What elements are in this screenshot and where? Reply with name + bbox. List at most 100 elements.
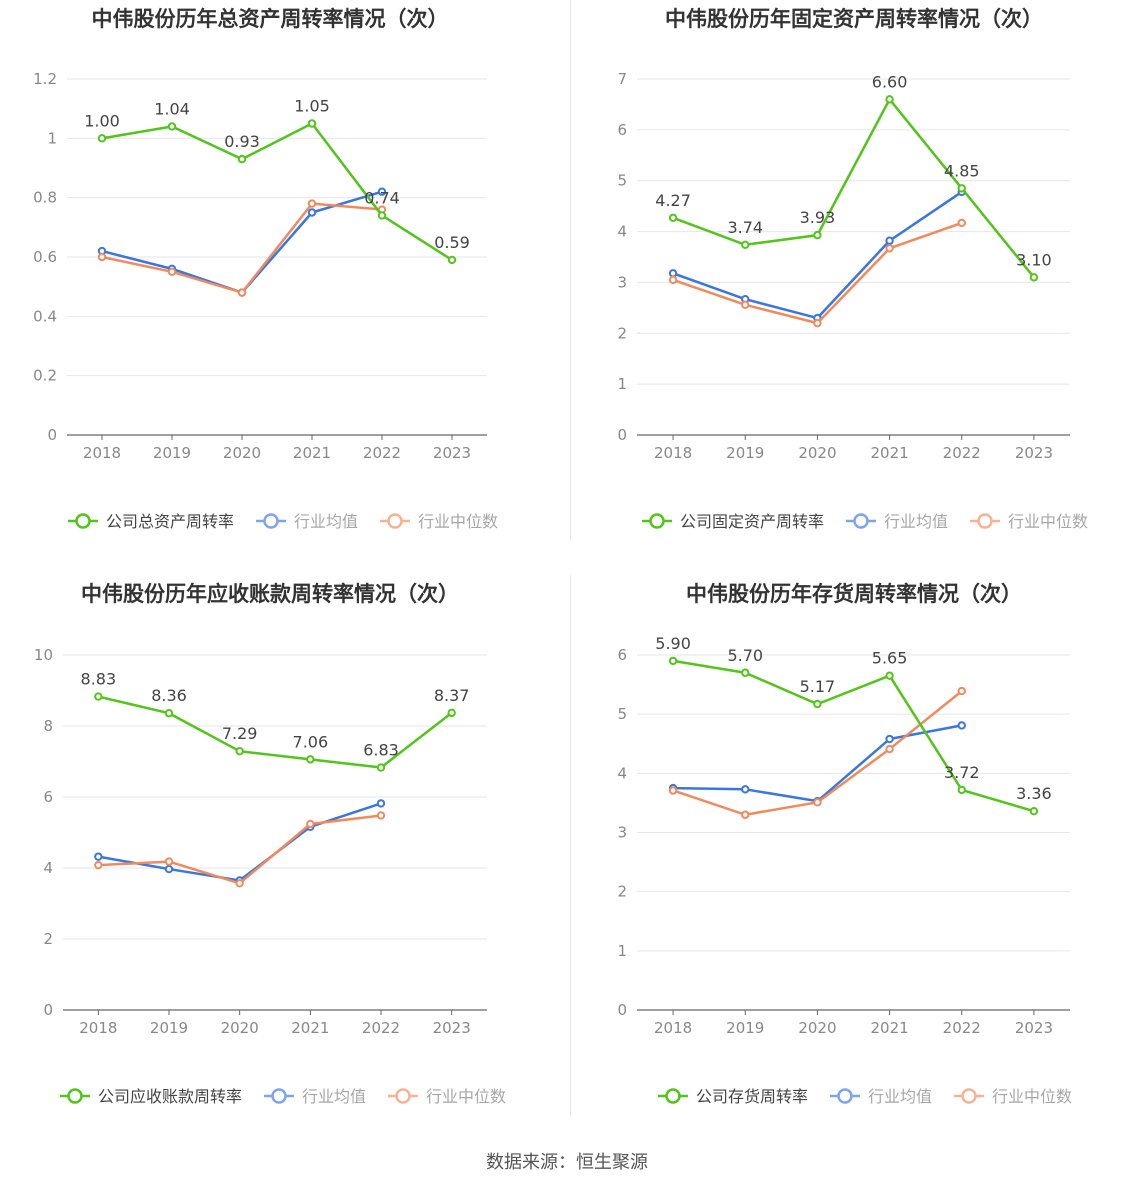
data-point-company [668,656,678,666]
y-tick-label: 8 [43,717,53,735]
y-tick-label: 1 [617,375,627,393]
data-point-median [957,686,966,696]
data-label: 0.93 [224,132,260,151]
data-point-company [885,671,894,680]
data-label: 8.37 [434,686,470,705]
data-point-avg [741,785,750,794]
y-tick-label: 6 [43,788,53,806]
data-label: 8.83 [81,670,117,689]
legend-marker [649,513,665,529]
chart-svg: 中伟股份历年总资产周转率情况（次） 0 0.2 0.4 0.6 0.8 1 1.2 2018 20… [33,7,498,531]
data-point-avg [668,269,678,278]
chart-svg: 中伟股份历年应收账款周转率情况（次） 0 2 4 6 8 10 2018 2019 2020 202… [34,582,506,1106]
legend-label: 行业均值 [884,512,948,531]
data-point-median [306,819,315,829]
legend-marker [853,513,869,529]
x-tick-label: 2019 [726,444,764,462]
data-label: 1.05 [294,97,330,116]
data-point-company [1029,273,1039,282]
legend-marker [961,1088,977,1104]
data-label: 3.72 [944,763,980,782]
legend-marker [67,1088,83,1104]
chart-receivables-turnover: 中伟股份历年应收账款周转率情况（次） 0 2 4 6 8 10 2018 2019 2020 202… [0,575,567,1150]
x-tick-label: 2023 [1015,444,1053,462]
data-point-company [447,708,456,718]
y-tick-label: 7 [617,70,627,88]
data-point-company [957,184,966,193]
data-point-avg [885,236,894,245]
x-tick-label: 2021 [293,444,331,462]
legend-item-median: 行业中位数 [388,1087,506,1106]
data-point-company [235,747,244,756]
data-label: 6.83 [363,741,399,760]
y-tick-label: 0.4 [33,307,57,325]
legend-item-avg: 行业均值 [256,512,358,531]
legend-marker [977,513,993,529]
data-point-median [307,199,317,208]
legend-label: 行业中位数 [1008,512,1088,531]
data-label: 3.93 [800,208,836,227]
data-point-median [813,798,822,807]
x-tick-label: 2022 [943,1019,981,1037]
chart-inventory-turnover: 中伟股份历年存货周转率情况（次） 0 1 2 3 4 5 6 2018 2019 2020 2021 2… [570,575,1134,1150]
data-point-company [94,692,103,701]
data-point-median [235,879,244,888]
data-point-median [97,252,107,262]
x-tick-label: 2020 [798,1019,836,1037]
y-tick-label: 4 [617,764,627,782]
legend-item-company: 公司存货周转率 [658,1087,808,1106]
x-tick-label: 2018 [654,1019,692,1037]
data-label: 5.17 [800,677,836,696]
legend-item-company: 公司总资产周转率 [68,512,234,531]
data-point-company [813,699,822,709]
legend-marker [837,1088,853,1104]
data-point-median [885,244,894,253]
data-point-avg [377,187,387,196]
legend-label: 公司应收账款周转率 [98,1087,242,1106]
data-label: 5.90 [655,634,691,653]
y-tick-label: 2 [617,324,627,342]
data-point-median [741,300,750,310]
data-point-company [957,785,966,795]
data-label: 4.27 [655,191,691,210]
data-label: 7.06 [293,732,329,751]
data-point-avg [885,734,894,744]
chart-fixed-asset-turnover: 中伟股份历年固定资产周转率情况（次） 0 1 2 3 4 5 6 7 2018 2019 2020 20… [570,0,1134,575]
y-tick-label: 0 [47,426,57,444]
legend-label: 行业均值 [302,1087,366,1106]
data-point-company [377,211,387,220]
data-label: 8.36 [151,686,187,705]
data-point-company [741,240,750,249]
data-point-avg [376,799,386,808]
legend-item-median: 行业中位数 [970,512,1088,531]
y-tick-label: 1 [617,942,627,960]
legend-marker [395,1088,411,1104]
x-tick-label: 2018 [654,444,692,462]
x-tick-label: 2019 [726,1019,764,1037]
series-line-company [672,659,1035,813]
legend-item-median: 行业中位数 [954,1087,1072,1106]
data-label: 3.10 [1016,250,1052,269]
y-tick-label: 0.2 [33,367,57,385]
y-tick-label: 0 [43,1001,53,1019]
x-tick-label: 2022 [363,444,401,462]
data-label: 1.04 [154,99,190,118]
chart-total-asset-turnover: 中伟股份历年总资产周转率情况（次） 0 0.2 0.4 0.6 0.8 1 1.2 2018 20… [0,0,567,575]
legend-label: 行业中位数 [992,1087,1072,1106]
data-point-company [307,119,317,128]
data-point-company [813,230,822,240]
data-point-company [167,122,177,131]
x-tick-label: 2021 [870,444,908,462]
data-point-company [668,213,678,223]
data-point-avg [164,864,174,874]
legend-marker [665,1088,681,1104]
x-tick-label: 2018 [79,1019,117,1037]
data-point-median [957,218,966,228]
data-point-median [237,288,247,297]
series-line-company [98,695,453,769]
legend-label: 公司总资产周转率 [106,512,234,531]
data-point-company [306,755,315,764]
x-tick-label: 2022 [943,444,981,462]
data-label: 6.60 [872,72,908,91]
data-label: 7.29 [222,724,258,743]
